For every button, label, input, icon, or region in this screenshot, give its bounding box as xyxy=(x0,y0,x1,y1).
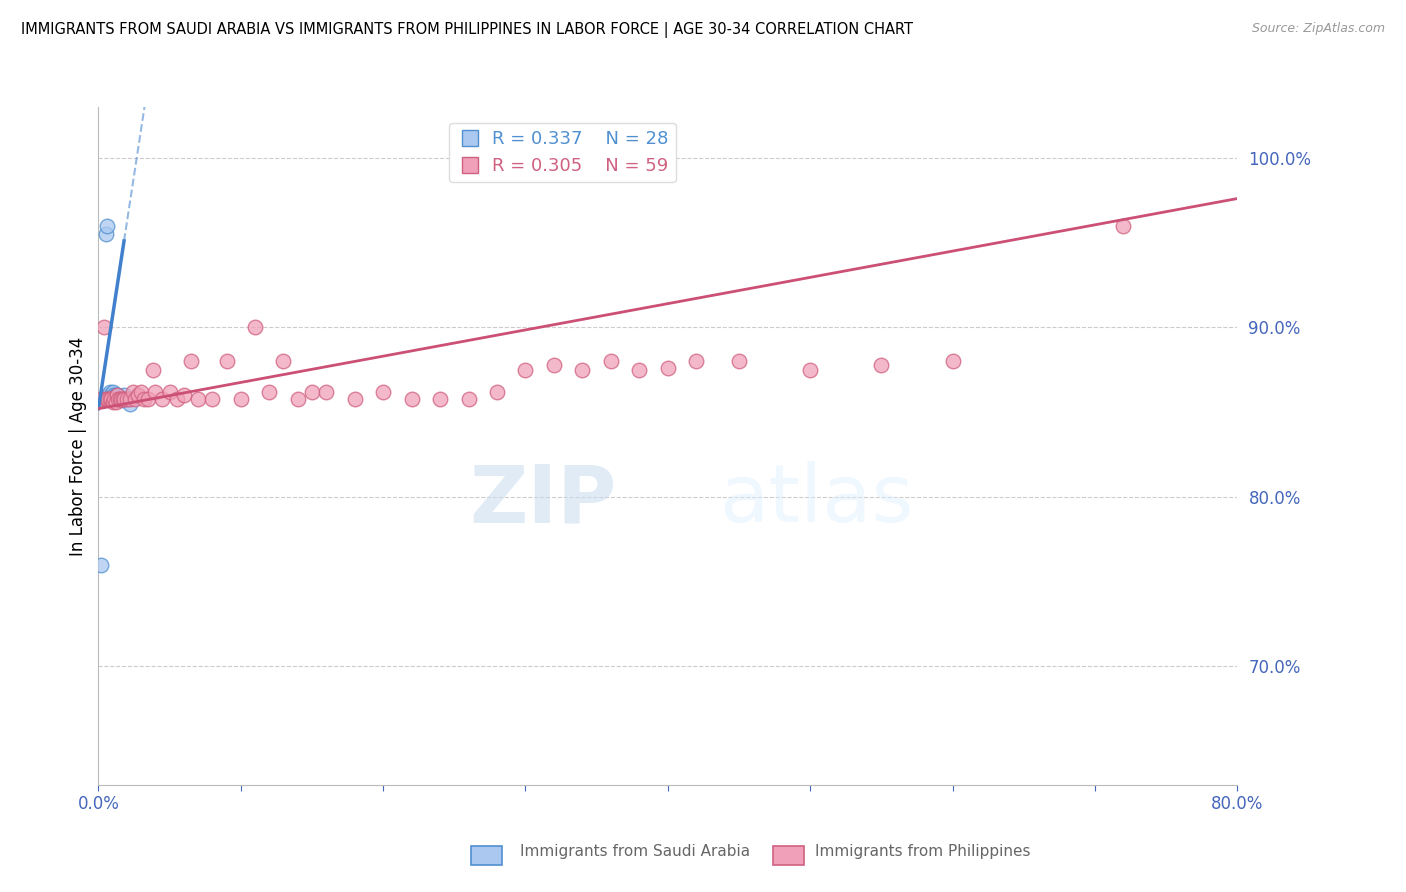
Point xyxy=(94,392,117,406)
Point xyxy=(301,384,323,399)
Point xyxy=(870,358,893,372)
Point xyxy=(104,392,127,406)
Point xyxy=(115,392,138,406)
Point xyxy=(1112,219,1135,233)
Point xyxy=(215,354,238,368)
Point xyxy=(315,384,337,399)
Point xyxy=(173,388,195,402)
Legend: R = 0.337    N = 28, R = 0.305    N = 59: R = 0.337 N = 28, R = 0.305 N = 59 xyxy=(449,123,676,182)
Point xyxy=(104,388,127,402)
Point xyxy=(103,392,125,406)
Point xyxy=(132,392,155,406)
Point xyxy=(657,361,679,376)
Point xyxy=(90,558,112,572)
Point xyxy=(229,392,252,406)
Point xyxy=(97,388,120,402)
Text: atlas: atlas xyxy=(718,461,914,540)
Point xyxy=(100,392,122,406)
Point xyxy=(111,392,134,406)
Point xyxy=(101,384,124,399)
Point xyxy=(98,392,121,406)
Point xyxy=(457,392,479,406)
Point xyxy=(108,392,131,406)
Point xyxy=(942,354,965,368)
Point xyxy=(98,392,121,406)
Point xyxy=(152,392,174,406)
Point xyxy=(127,388,149,402)
Point xyxy=(97,392,120,406)
Point xyxy=(96,392,118,406)
Point xyxy=(486,384,509,399)
Point xyxy=(101,388,124,402)
Point xyxy=(243,320,266,334)
Point xyxy=(136,392,159,406)
Point xyxy=(373,384,395,399)
Point xyxy=(107,392,129,406)
Point xyxy=(287,392,309,406)
Point xyxy=(90,392,112,406)
Point xyxy=(111,393,134,408)
Point xyxy=(799,362,821,376)
Point xyxy=(112,392,135,406)
Text: ZIP: ZIP xyxy=(470,461,617,540)
Point xyxy=(107,393,129,408)
Point xyxy=(141,362,163,376)
Point xyxy=(180,354,202,368)
Point xyxy=(115,392,138,406)
Text: Immigrants from Philippines: Immigrants from Philippines xyxy=(815,845,1031,859)
Point xyxy=(124,392,146,406)
Point xyxy=(201,392,224,406)
Point xyxy=(110,392,132,406)
Point xyxy=(100,392,122,406)
Point xyxy=(343,392,366,406)
Point xyxy=(187,392,209,406)
Point xyxy=(100,388,122,402)
Point xyxy=(685,354,707,368)
Text: IMMIGRANTS FROM SAUDI ARABIA VS IMMIGRANTS FROM PHILIPPINES IN LABOR FORCE | AGE: IMMIGRANTS FROM SAUDI ARABIA VS IMMIGRAN… xyxy=(21,22,912,38)
Point xyxy=(118,392,141,406)
Point xyxy=(94,227,117,242)
Point xyxy=(112,388,135,402)
Point xyxy=(121,384,143,399)
Point xyxy=(129,384,152,399)
Point xyxy=(166,392,188,406)
Point xyxy=(571,362,593,376)
Point xyxy=(259,384,281,399)
Point xyxy=(108,392,131,406)
Point xyxy=(104,395,127,409)
Point xyxy=(103,392,125,406)
Point xyxy=(543,358,565,372)
Point xyxy=(101,392,124,406)
Point xyxy=(103,393,125,408)
Point xyxy=(515,362,537,376)
Point xyxy=(105,388,128,402)
Point xyxy=(101,393,124,408)
Point xyxy=(628,362,651,376)
Point xyxy=(401,392,423,406)
Point xyxy=(98,384,121,399)
Point xyxy=(110,392,132,406)
Point xyxy=(273,354,295,368)
Point xyxy=(159,384,181,399)
Point xyxy=(145,384,167,399)
Point xyxy=(107,388,129,402)
Point xyxy=(104,393,127,408)
Point xyxy=(93,320,115,334)
Point xyxy=(429,392,451,406)
Point xyxy=(101,395,124,409)
Text: Immigrants from Saudi Arabia: Immigrants from Saudi Arabia xyxy=(520,845,751,859)
Point xyxy=(118,397,141,411)
Text: Source: ZipAtlas.com: Source: ZipAtlas.com xyxy=(1251,22,1385,36)
Point xyxy=(728,354,751,368)
Point xyxy=(105,392,128,406)
Point xyxy=(103,388,125,402)
Point xyxy=(105,388,128,402)
Point xyxy=(600,354,623,368)
Point xyxy=(96,219,118,233)
Y-axis label: In Labor Force | Age 30-34: In Labor Force | Age 30-34 xyxy=(69,336,87,556)
